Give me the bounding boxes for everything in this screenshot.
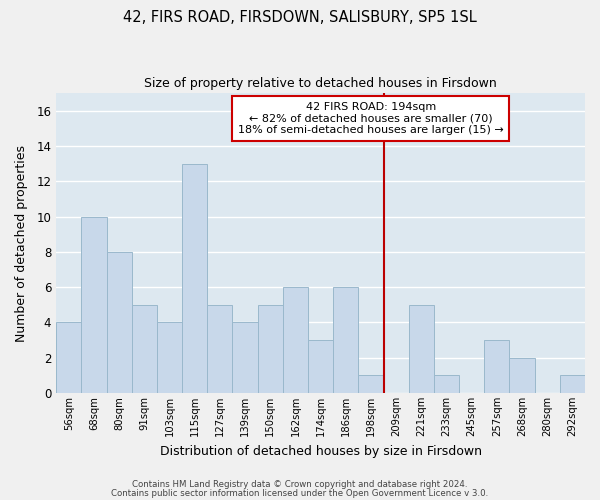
Bar	[358, 376, 383, 393]
Bar	[207, 305, 232, 393]
X-axis label: Distribution of detached houses by size in Firsdown: Distribution of detached houses by size …	[160, 444, 482, 458]
Text: Contains HM Land Registry data © Crown copyright and database right 2024.: Contains HM Land Registry data © Crown c…	[132, 480, 468, 489]
Text: 42 FIRS ROAD: 194sqm
← 82% of detached houses are smaller (70)
18% of semi-detac: 42 FIRS ROAD: 194sqm ← 82% of detached h…	[238, 102, 504, 136]
Bar	[333, 287, 358, 393]
Title: Size of property relative to detached houses in Firsdown: Size of property relative to detached ho…	[144, 78, 497, 90]
Bar	[56, 322, 82, 393]
Bar	[434, 376, 459, 393]
Text: 42, FIRS ROAD, FIRSDOWN, SALISBURY, SP5 1SL: 42, FIRS ROAD, FIRSDOWN, SALISBURY, SP5 …	[123, 10, 477, 25]
Bar	[182, 164, 207, 393]
Bar	[283, 287, 308, 393]
Bar	[232, 322, 257, 393]
Bar	[157, 322, 182, 393]
Bar	[484, 340, 509, 393]
Bar	[132, 305, 157, 393]
Bar	[257, 305, 283, 393]
Bar	[82, 216, 107, 393]
Bar	[560, 376, 585, 393]
Bar	[409, 305, 434, 393]
Bar	[107, 252, 132, 393]
Y-axis label: Number of detached properties: Number of detached properties	[15, 144, 28, 342]
Bar	[509, 358, 535, 393]
Bar	[308, 340, 333, 393]
Text: Contains public sector information licensed under the Open Government Licence v : Contains public sector information licen…	[112, 489, 488, 498]
